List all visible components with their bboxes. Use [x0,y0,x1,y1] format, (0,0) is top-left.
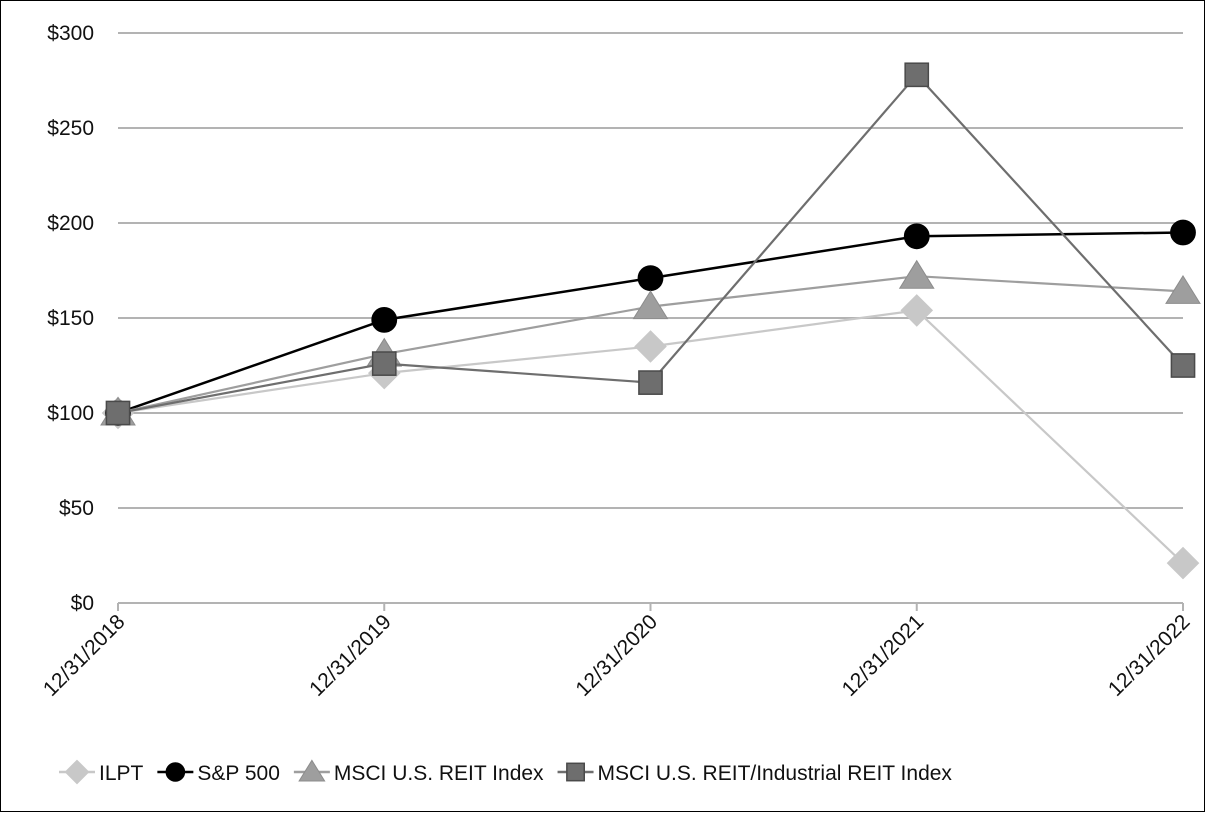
y-tick-label: $150 [47,307,94,330]
data-point-msci-u-s-reit-index [1165,274,1201,304]
legend: ILPT S&P 500 MSCI U.S. REIT Index MSCI U.S.… [59,759,953,785]
data-point-msci-u-s-reit-industrial-reit-index [105,400,131,426]
y-tick-label: $300 [47,22,94,45]
series-lines [100,62,1201,580]
y-tick-label: $100 [47,402,94,425]
data-point-sandp-500 [903,223,930,250]
data-point-msci-u-s-reit-industrial-reit-index [1170,353,1196,378]
axes: $0 $50 $100 $150 $200 $250 $300 12/31/2018 12/31… [39,22,1195,701]
legend-marker-triangle [298,759,326,782]
series-msci-u-s-reit-industrial-reit-index [105,62,1196,426]
legend-marker-diamond [64,759,90,785]
data-point-sandp-500 [1170,219,1196,246]
data-point-msci-u-s-reit-index [632,290,669,320]
data-point-msci-u-s-reit-industrial-reit-index [904,62,930,88]
legend-label: MSCI U.S. REIT/Industrial REIT Index [598,762,953,785]
legend-item-ilpt: ILPT [59,759,144,785]
x-tick-label: 12/31/2019 [305,610,396,701]
data-point-ilpt [1166,546,1200,580]
x-tick-label: 12/31/2021 [838,610,929,701]
y-tick-label: $0 [71,592,94,615]
legend-item-msci-u-s-reit-industrial-reit-index: MSCI U.S. REIT/Industrial REIT Index [557,762,953,785]
data-point-msci-u-s-reit-industrial-reit-index [638,370,663,395]
legend-marker-circle [165,762,186,782]
data-point-sandp-500 [371,307,398,333]
series-ilpt [101,294,1200,580]
legend-item-sandp-500: S&P 500 [157,762,280,785]
y-tick-label: $250 [47,117,94,140]
legend-label: MSCI U.S. REIT Index [334,762,544,785]
data-point-ilpt [634,330,667,363]
legend-marker-square [566,762,585,782]
legend-item-msci-u-s-reit-index: MSCI U.S. REIT Index [293,759,544,785]
gridlines [118,32,1183,604]
y-tick-label: $50 [59,497,94,520]
data-point-msci-u-s-reit-industrial-reit-index [371,351,397,376]
x-tick-label: 12/31/2018 [39,610,130,701]
x-tick-label: 12/31/2022 [1104,610,1195,701]
data-point-msci-u-s-reit-index [898,259,935,289]
y-tick-label: $200 [47,212,94,235]
x-tick-label: 12/31/2020 [571,610,662,701]
legend-label: ILPT [99,762,144,785]
legend-label: S&P 500 [197,762,280,785]
data-point-sandp-500 [637,265,664,292]
data-point-ilpt [900,294,934,327]
